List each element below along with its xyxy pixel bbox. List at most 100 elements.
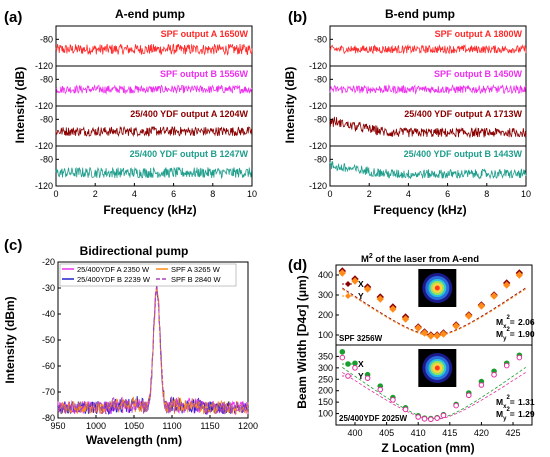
y-tick-label: -80 [314, 34, 327, 44]
x-tick-label: 2 [367, 189, 372, 199]
series-label-0: SPF output A 1650W [161, 29, 249, 39]
beam-profile-inset [418, 349, 457, 387]
y-tick-label: -120 [309, 61, 327, 71]
data-point [477, 302, 486, 310]
data-point [338, 269, 347, 277]
series-label-3: 25/400 YDF output B 1247W [130, 149, 249, 159]
x-tick-label: 4 [406, 189, 411, 199]
panel-a-plot: -80 -120 SPF output A 1650W -80 -120 SPF outp… [35, 25, 257, 199]
x-tick-label: 6 [445, 189, 450, 199]
x-tick-label: 1150 [200, 421, 219, 431]
panel-d-title-rest: of the laser from A-end [373, 254, 479, 265]
subplot-b-2: -80 -120 25/400 YDF output A 1713W [309, 105, 527, 151]
subplot-label: SPF 3256W [339, 334, 383, 343]
y-tick-label: -30 [42, 283, 55, 293]
data-point [428, 416, 434, 423]
x-tick-label: 0 [327, 189, 332, 199]
series-label-3: 25/400 YDF output B 1443W [404, 149, 523, 159]
y-tick-label: -80 [314, 74, 327, 84]
x-tick-label: 415 [442, 428, 457, 438]
data-point [439, 330, 448, 338]
series-line-2 [55, 125, 253, 138]
panel-d: (d) M2 of the laser from A-end Beam Widt… [288, 253, 535, 455]
x-tick-label: 405 [379, 428, 394, 438]
subplot-b-3: -80 -120 25/400 YDF output B 1443W [309, 145, 527, 191]
panel-a-xlabel: Frequency (kHz) [103, 203, 196, 217]
subplot-b-1: -80 -120 SPF output B 1450W [309, 65, 527, 111]
y-tick-label: -120 [309, 181, 327, 191]
data-point [402, 406, 409, 413]
y-tick-label: 350 [318, 351, 333, 361]
fit-curve-1 [342, 372, 526, 420]
data-point [490, 292, 498, 300]
data-point [516, 354, 523, 361]
legend-label-0: 25/400YDF A 2350 W [77, 265, 150, 274]
x-tick-label: 1000 [86, 421, 106, 431]
series-line-2 [329, 116, 527, 139]
x-tick-label: 425 [506, 428, 521, 438]
legend-marker-1 [345, 373, 351, 379]
subplot-frame [329, 145, 527, 187]
x-tick-label: 10 [521, 189, 531, 199]
x-tick-label: 400 [347, 428, 362, 438]
subplot-a-2: -80 -120 25/400 YDF output A 1204W [35, 105, 253, 151]
data-point [390, 397, 396, 403]
data-point [452, 322, 460, 330]
legend-label-1: Y [358, 371, 364, 381]
x-tick-label: 4 [132, 189, 137, 199]
data-point [389, 305, 397, 313]
series-label-2: 25/400 YDF output A 1204W [130, 109, 248, 119]
series-line-0 [55, 43, 253, 56]
subplot-a-3: -80 -120 25/400 YDF output B 1247W [35, 145, 253, 191]
y-tick-label: 100 [318, 409, 333, 419]
panel-b-letter: (b) [288, 9, 307, 26]
y-tick-label: 150 [318, 397, 333, 407]
series-line-0 [329, 43, 527, 55]
y-tick-label: -40 [42, 309, 55, 319]
y-tick-label: 250 [318, 374, 333, 384]
x-tick-label: 2 [93, 189, 98, 199]
x-tick-label: 1200 [238, 421, 258, 431]
y-tick-label: 300 [318, 290, 333, 300]
panel-d-title-sup: 2 [369, 253, 373, 260]
panel-b-title: B-end pump [385, 7, 455, 21]
m2-y-value: 1.29 [518, 409, 535, 419]
data-point [440, 412, 447, 419]
data-point [465, 392, 472, 399]
data-point [415, 414, 421, 420]
subplot-b-0: -80 -120 SPF output A 1800W [309, 25, 527, 71]
y-tick-label: -120 [35, 101, 53, 111]
panel-a-title: A-end pump [115, 7, 185, 21]
legend-label-1: 25/400YDF B 2239 W [77, 275, 151, 284]
series-label-2: 25/400 YDF output A 1713W [404, 109, 522, 119]
panel-a-letter: (a) [4, 9, 22, 26]
series-label-1: SPF output B 1450W [434, 69, 523, 79]
y-tick-label: 100 [318, 330, 333, 340]
y-tick-label: -50 [42, 335, 55, 345]
inset-ring-5 [434, 365, 440, 371]
panel-b-plot: -80 -120 SPF output A 1800W -80 -120 SPF outp… [309, 25, 531, 199]
data-point [352, 365, 358, 371]
y-tick-label: -70 [42, 387, 55, 397]
y-tick-label: -80 [40, 114, 53, 124]
x-tick-label: 420 [474, 428, 489, 438]
series-line-3 [55, 166, 253, 180]
y-tick-label: 200 [318, 310, 333, 320]
y-tick-label: -120 [309, 101, 327, 111]
data-point [401, 315, 410, 323]
subplot-a-0: -80 -120 SPF output A 1650W [35, 25, 253, 71]
legend-marker-1 [345, 293, 351, 299]
legend-marker-0 [345, 281, 351, 287]
data-point [420, 329, 429, 337]
data-point [339, 349, 346, 355]
data-point [363, 285, 372, 293]
panel-c-title: Bidirectional pump [80, 244, 189, 258]
data-point [376, 295, 384, 303]
panel-d-xlabel: Z Location (mm) [381, 441, 474, 455]
panel-c-xlabel: Wavelength (nm) [86, 433, 182, 447]
series-line-3 [57, 284, 249, 415]
y-tick-label: -80 [314, 114, 327, 124]
y-tick-label: -60 [42, 361, 55, 371]
